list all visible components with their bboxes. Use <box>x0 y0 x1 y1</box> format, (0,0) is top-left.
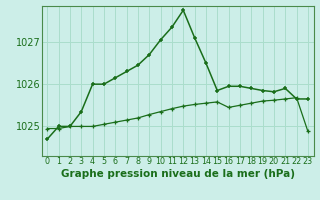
X-axis label: Graphe pression niveau de la mer (hPa): Graphe pression niveau de la mer (hPa) <box>60 169 295 179</box>
